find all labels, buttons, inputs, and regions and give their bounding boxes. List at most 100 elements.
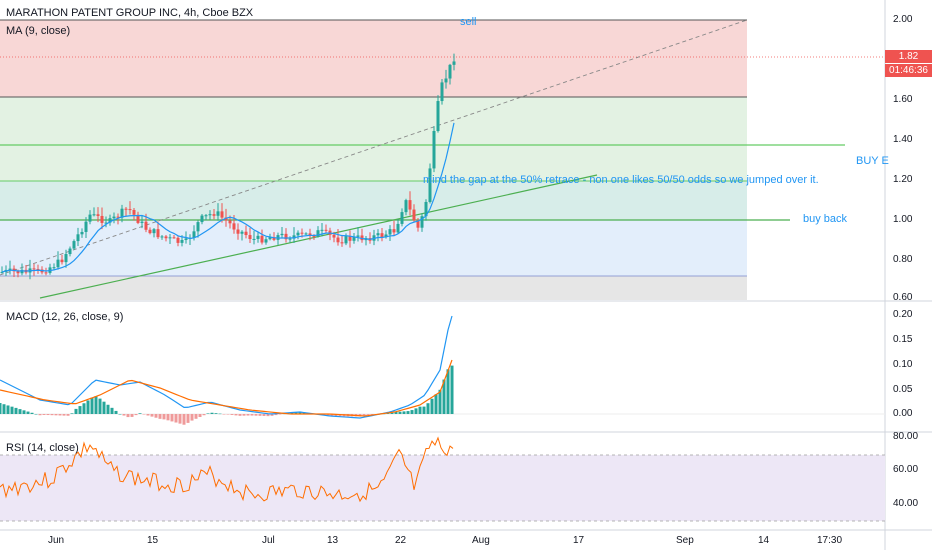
macd-bar xyxy=(242,414,246,416)
macd-bar xyxy=(214,413,218,414)
candle-body xyxy=(312,235,316,237)
candle-body xyxy=(376,233,380,236)
candle-body xyxy=(100,215,104,223)
macd-bar xyxy=(334,414,338,417)
candle-body xyxy=(108,218,112,223)
candle-body xyxy=(180,239,184,243)
macd-bar xyxy=(254,414,258,416)
dashed-trendline[interactable] xyxy=(0,19,748,276)
macd-bar xyxy=(166,414,170,421)
macd-bar xyxy=(414,408,418,414)
candle-body xyxy=(128,209,132,211)
macd-bar xyxy=(398,411,402,414)
price-tick: 1.00 xyxy=(893,214,913,225)
rsi-band xyxy=(0,455,885,521)
macd-bar xyxy=(162,414,166,420)
candle-body xyxy=(160,236,164,238)
macd-bar xyxy=(74,408,78,414)
date-tick: Sep xyxy=(676,535,694,546)
macd-legend[interactable]: MACD (12, 26, close, 9) xyxy=(6,311,124,323)
macd-bar xyxy=(94,396,98,414)
candle-body xyxy=(148,229,152,234)
macd-bar xyxy=(30,412,34,414)
macd-bar xyxy=(38,414,42,416)
price-tick: 2.00 xyxy=(893,14,913,25)
candle-body xyxy=(140,221,144,223)
annotation-buy-back[interactable]: buy back xyxy=(803,213,848,225)
candle-body xyxy=(84,221,88,232)
candle-body xyxy=(340,242,344,244)
candle-body xyxy=(176,237,180,243)
macd-bar xyxy=(50,414,54,416)
candle-body xyxy=(32,268,36,270)
rsi-tick: 40.00 xyxy=(893,498,919,509)
countdown-badge: 01:46:36 xyxy=(885,64,932,77)
candle-body xyxy=(200,215,204,223)
candle-body xyxy=(356,235,360,237)
candle-body xyxy=(412,209,416,221)
candle-body xyxy=(36,268,40,270)
candle-body xyxy=(428,168,432,202)
candle-body xyxy=(392,229,396,233)
macd-bar xyxy=(66,414,70,416)
macd-bar xyxy=(290,412,294,414)
candle-body xyxy=(400,212,404,224)
macd-bar xyxy=(370,414,374,415)
macd-bar xyxy=(0,403,2,414)
macd-bar xyxy=(2,404,6,414)
macd-bar xyxy=(210,412,214,414)
macd-bar xyxy=(266,414,270,417)
macd-bar xyxy=(230,414,234,415)
candle-body xyxy=(104,222,108,224)
rsi-legend[interactable]: RSI (14, close) xyxy=(6,442,79,454)
candle-body xyxy=(388,229,392,235)
candle-body xyxy=(60,259,64,263)
rsi-line xyxy=(0,436,454,503)
macd-bar xyxy=(278,414,282,415)
candle-body xyxy=(432,131,436,169)
macd-histogram xyxy=(0,365,454,425)
chart-title[interactable]: MARATHON PATENT GROUP INC, 4h, Cboe BZX xyxy=(6,7,254,19)
macd-tick: 0.00 xyxy=(893,408,913,419)
macd-bar xyxy=(174,414,178,423)
candle-body xyxy=(396,223,400,233)
macd-bar xyxy=(442,379,446,414)
candle-body xyxy=(196,222,200,232)
date-tick: 22 xyxy=(395,535,407,546)
macd-bar xyxy=(362,414,366,416)
macd-bar xyxy=(250,414,254,416)
macd-bar xyxy=(270,414,274,416)
macd-bar xyxy=(142,414,146,415)
candle-body xyxy=(192,231,196,238)
macd-bar xyxy=(182,414,186,425)
macd-bar xyxy=(10,406,14,414)
annotation-sell[interactable]: sell xyxy=(460,16,477,28)
candle-body xyxy=(404,200,408,213)
macd-bar xyxy=(34,414,38,415)
candle-body xyxy=(80,231,84,235)
candle-body xyxy=(272,237,276,240)
macd-bar xyxy=(198,414,202,418)
annotation-mind-gap[interactable]: mind the gap at the 50% retrace - non on… xyxy=(423,174,819,186)
candle-body xyxy=(96,214,100,216)
macd-bar xyxy=(194,414,198,419)
last-price-badge: 1.82 xyxy=(885,50,932,63)
candle-body xyxy=(256,235,260,239)
macd-bar xyxy=(70,413,74,414)
candle-body xyxy=(280,233,284,236)
candle-body xyxy=(420,216,424,228)
macd-bar xyxy=(234,414,238,416)
macd-bar xyxy=(426,403,430,414)
macd-bar xyxy=(146,414,150,416)
annotation-buy-edge[interactable]: BUY E xyxy=(856,155,889,167)
ma-legend[interactable]: MA (9, close) xyxy=(6,25,71,37)
macd-bar xyxy=(450,365,454,414)
macd-bar xyxy=(62,414,66,416)
macd-bar xyxy=(134,414,138,416)
macd-bar xyxy=(114,410,118,414)
macd-tick: 0.10 xyxy=(893,359,913,370)
macd-bar xyxy=(438,389,442,414)
rsi-tick: 80.00 xyxy=(893,431,919,442)
candle-body xyxy=(304,233,308,235)
